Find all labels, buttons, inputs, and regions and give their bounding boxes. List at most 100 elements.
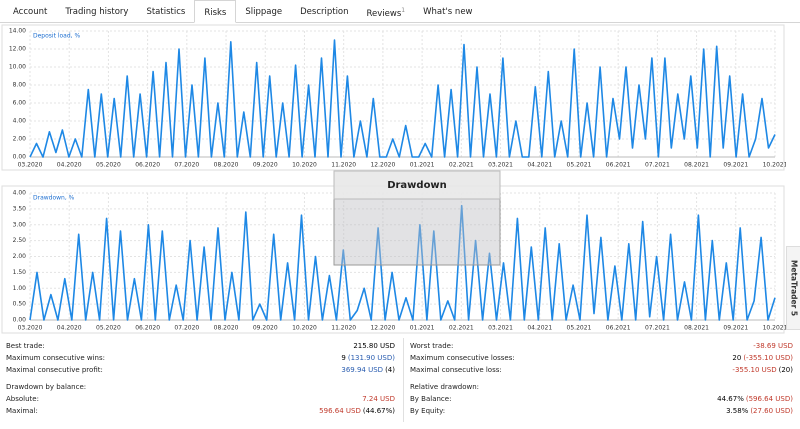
- y-tick-label: 12.00: [9, 46, 26, 53]
- tab[interactable]: Statistics: [146, 7, 186, 17]
- side-tab[interactable]: MetaTrader 5: [786, 246, 800, 330]
- stats-value-part: -355.10 USD: [732, 366, 777, 374]
- y-tick-label: 3.00: [13, 221, 27, 228]
- stats-label: Maximal:: [6, 407, 38, 415]
- stats-row: Relative drawdown:: [410, 383, 793, 395]
- x-tick-label: 05.2021: [567, 162, 592, 169]
- popup-title: Drawdown: [387, 180, 447, 191]
- stats-label: Absolute:: [6, 395, 39, 403]
- x-tick-label: 04.2021: [527, 162, 552, 169]
- stats-value-part: 596.64 USD: [319, 407, 361, 415]
- stats-value-part: 44.67%: [717, 395, 744, 403]
- stats-value-part: (44.67%): [362, 407, 395, 415]
- tab[interactable]: Risks: [194, 0, 237, 23]
- charts: 0.00 2.00 4.00 6.00 8.00 10.00 12.00 14.00 03.20…: [1, 24, 786, 334]
- x-tick-label: 03.2020: [18, 162, 43, 169]
- x-tick-label: 07.2021: [645, 162, 670, 169]
- x-tick-label: 06.2021: [606, 162, 631, 169]
- tab[interactable]: Description: [300, 7, 349, 17]
- stats-value-part: 3.58%: [726, 407, 749, 415]
- y-tick-label: 14.00: [9, 28, 26, 35]
- stats-heading: Relative drawdown:: [410, 383, 480, 391]
- stats-row: By Equity: 3.58% (27.60 USD): [410, 407, 793, 419]
- stats-value-part: (131.90 USD): [347, 354, 395, 362]
- x-tick-label: 07.2021: [645, 325, 670, 332]
- x-tick-label: 03.2021: [488, 162, 513, 169]
- stats-value-part: (4): [385, 366, 395, 374]
- x-tick-label: 03.2021: [488, 325, 513, 332]
- y-tick-label: 1.50: [13, 269, 27, 276]
- x-tick-label: 08.2020: [214, 325, 239, 332]
- stats-label: By Equity:: [410, 407, 446, 415]
- stats-value-part: (-355.10 USD): [743, 354, 793, 362]
- tab[interactable]: Trading history: [65, 7, 129, 17]
- stats-row: Maximal: 596.64 USD (44.67%): [6, 407, 395, 419]
- y-tick-label: 2.00: [13, 136, 27, 143]
- chart-frame: [1, 185, 785, 334]
- y-tick-label: 4.00: [13, 118, 27, 125]
- stats-row: Maximal consecutive profit: 369.94 USD (4): [6, 366, 395, 378]
- stats-value: 7.24 USD: [362, 395, 395, 403]
- x-tick-label: 05.2020: [96, 325, 121, 332]
- tab[interactable]: Reviews1: [366, 7, 406, 19]
- stats-label: By Balance:: [410, 395, 452, 403]
- stats-value: 44.67% (596.64 USD): [717, 395, 793, 403]
- stats-row: Worst trade: -38.69 USD: [410, 342, 793, 354]
- y-tick-label: 8.00: [13, 82, 27, 89]
- tab[interactable]: Account: [13, 7, 48, 17]
- y-tick-label: 6.00: [13, 100, 27, 107]
- x-tick-label: 01.2021: [410, 325, 435, 332]
- stats-value: 215.80 USD: [353, 342, 395, 350]
- x-tick-label: 10.2021: [763, 162, 786, 169]
- x-tick-label: 07.2020: [174, 325, 199, 332]
- stats-value-part: 369.94 USD: [341, 366, 384, 374]
- x-tick-label: 04.2021: [527, 325, 552, 332]
- x-tick-label: 04.2020: [57, 162, 82, 169]
- stats-value-part: (596.64 USD): [745, 395, 793, 403]
- x-tick-label: 12.2020: [370, 325, 395, 332]
- stats-row: Best trade: 215.80 USD: [6, 342, 395, 354]
- side-tab-label[interactable]: MetaTrader 5: [789, 259, 798, 317]
- x-tick-label: 10.2020: [292, 325, 317, 332]
- stats-row: Drawdown by balance:: [6, 383, 395, 395]
- stats-value: 3.58% (27.60 USD): [726, 407, 793, 415]
- x-tick-label: 02.2021: [449, 325, 474, 332]
- divider: [403, 338, 404, 422]
- stats-value: 20 (-355.10 USD): [732, 354, 793, 362]
- y-tick-label: 0.50: [13, 301, 27, 308]
- stats-row: Maximum consecutive wins: 9 (131.90 USD): [6, 354, 395, 366]
- tab-badge[interactable]: 1: [401, 7, 406, 14]
- stats-label: Worst trade:: [410, 342, 454, 350]
- stats-value-part: -38.69 USD: [753, 342, 793, 350]
- stats-value: 596.64 USD (44.67%): [319, 407, 395, 415]
- stats-row: Maximum consecutive losses: 20 (-355.10 US…: [410, 354, 793, 366]
- x-tick-label: 03.2020: [18, 325, 43, 332]
- stats-value-part: 20: [732, 354, 742, 362]
- stats-value: 369.94 USD (4): [341, 366, 395, 374]
- x-tick-label: 10.2021: [763, 325, 786, 332]
- stats-label: Maximal consecutive loss:: [410, 366, 502, 374]
- y-tick-label: 10.00: [9, 64, 26, 71]
- x-tick-label: 08.2021: [684, 162, 709, 169]
- line: [29, 204, 776, 321]
- tab[interactable]: Slippage: [245, 7, 283, 17]
- stats-value: -355.10 USD (20): [732, 366, 793, 374]
- stats-row: By Balance: 44.67% (596.64 USD): [410, 395, 793, 407]
- y-tick-label: 4.00: [13, 190, 27, 197]
- tab[interactable]: What's new: [423, 7, 473, 17]
- x-tick-label: 01.2021: [410, 162, 435, 169]
- stats-value-part: (27.60 USD): [750, 407, 793, 415]
- x-tick-label: 11.2020: [331, 162, 356, 169]
- stats-value-part: 7.24 USD: [362, 395, 395, 403]
- popup-header: [333, 170, 501, 200]
- stats-value-part: 9: [341, 354, 346, 362]
- stats-heading: Drawdown by balance:: [6, 383, 87, 391]
- stats-value: -38.69 USD: [753, 342, 793, 350]
- y-tick-label: 0.00: [13, 154, 27, 161]
- x-tick-label: 06.2020: [135, 162, 160, 169]
- line: [29, 39, 776, 158]
- y-tick-label: 0.00: [13, 317, 27, 324]
- series-label: Drawdown, %: [33, 195, 75, 202]
- x-tick-label: 05.2021: [567, 325, 592, 332]
